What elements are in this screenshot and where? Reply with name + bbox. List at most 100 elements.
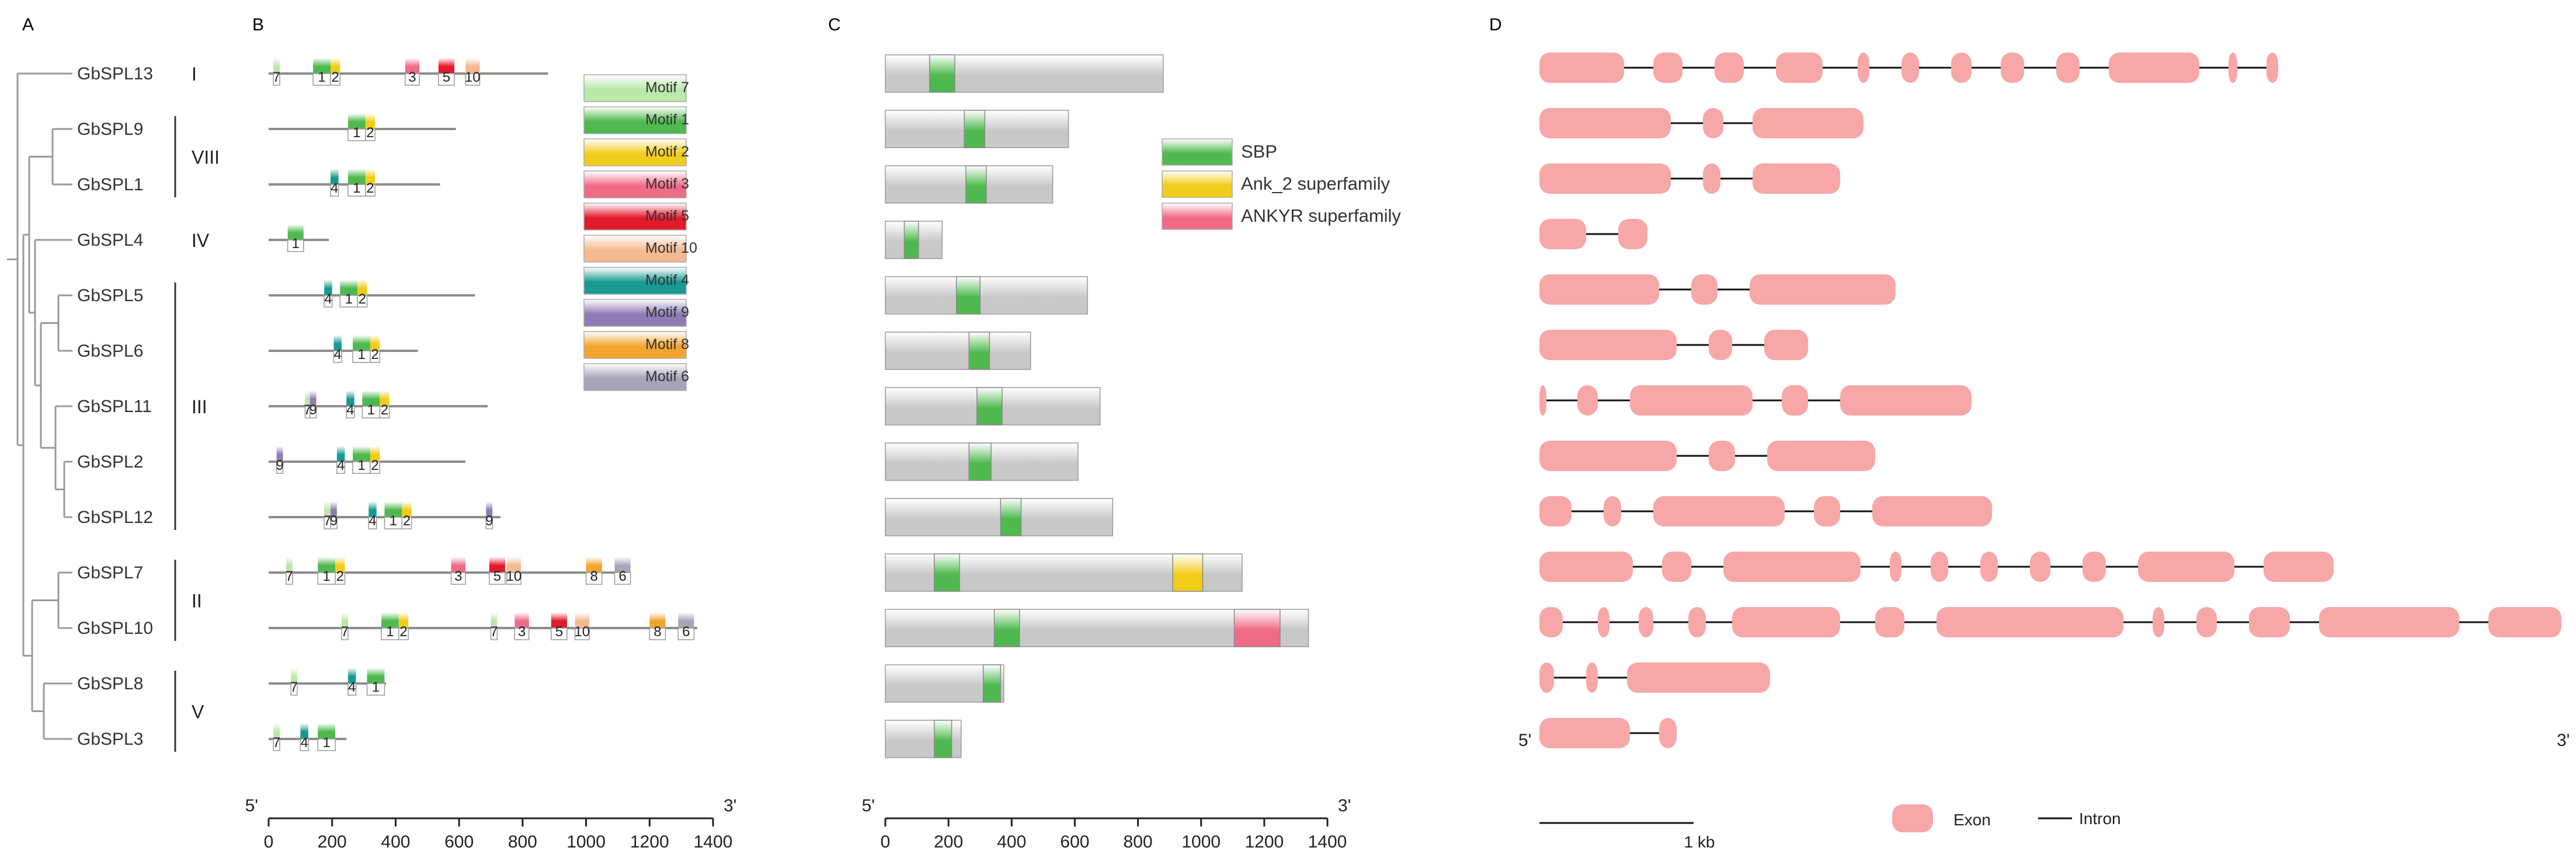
exon-box — [1840, 385, 1972, 416]
exon-box — [1691, 274, 1718, 305]
axis-b-tick-label: 1200 — [630, 832, 669, 852]
axis-c-tick-label: 0 — [881, 832, 891, 852]
gene-names: GbSPL13 GbSPL9 GbSPL1 GbSPL4 GbSPL5 GbSPL6 GbS… — [77, 64, 153, 749]
exon-box — [1539, 441, 1677, 471]
motif-box-base — [286, 572, 293, 585]
exon-box — [1577, 385, 1598, 416]
motif-box — [347, 169, 366, 184]
axis-domain: 0 200 400 600 800 1000 1200 1400 5' 3' — [862, 796, 1351, 852]
motif-box — [384, 501, 402, 517]
axis-c-tick-label: 600 — [1060, 832, 1089, 852]
motif-box-base — [450, 572, 466, 585]
motif-number: 1 — [357, 458, 365, 473]
exon-box — [1703, 108, 1723, 138]
motif-number: 5 — [493, 568, 501, 584]
protein-bar — [885, 54, 1164, 93]
exon-box — [2196, 607, 2217, 637]
motif-box — [273, 723, 280, 739]
axis-c-end-5: 5' — [862, 796, 875, 815]
motif-legend-label: Motif 9 — [645, 304, 689, 320]
axis-b-tick-label: 200 — [318, 832, 347, 852]
motif-box-base — [347, 683, 357, 696]
motif-box-base — [330, 517, 338, 529]
motif-legend-label: Motif 2 — [645, 144, 689, 160]
motif-box-base — [401, 517, 412, 529]
motif-box-base — [273, 738, 280, 751]
motif-number: 7 — [286, 568, 293, 584]
panel-label-c: C — [828, 15, 841, 34]
motif-box — [614, 557, 631, 573]
motif-number: 2 — [371, 458, 378, 473]
motif-number: 10 — [506, 568, 522, 584]
motif-box — [324, 280, 332, 295]
exon-box — [1767, 441, 1875, 471]
exon-box — [2138, 552, 2234, 582]
motif-number: 4 — [346, 402, 354, 418]
motif-box — [370, 446, 380, 462]
motif-box — [514, 612, 529, 628]
motif-number: 4 — [348, 679, 356, 695]
motif-box-base — [276, 461, 284, 474]
group-label: II — [192, 591, 202, 612]
exon-box — [2001, 53, 2024, 83]
axis-b-tick-label: 1000 — [566, 832, 606, 852]
motif-legend-swatch — [583, 138, 687, 166]
motif-box — [310, 390, 317, 406]
domain-box — [934, 720, 952, 758]
domain-box — [965, 165, 987, 204]
domain-box — [993, 609, 1020, 647]
exon-box — [1931, 552, 1948, 582]
motif-number: 2 — [336, 568, 344, 584]
axis-c-end-3: 3' — [1338, 796, 1351, 815]
exon-box — [1688, 607, 1706, 637]
motif-number: 6 — [682, 624, 690, 640]
exon-box — [1703, 163, 1720, 194]
axis-b-tick-label: 600 — [444, 832, 474, 852]
exon-box — [1890, 552, 1901, 582]
motif-box — [347, 668, 356, 683]
motif-legend-swatch — [583, 363, 687, 391]
motif-box — [340, 280, 358, 295]
motif-box — [362, 390, 380, 406]
protein-bar — [885, 276, 1088, 315]
domain-legend: SBP Ank_2 superfamily ANKYR superfamily — [1162, 138, 1401, 230]
group-label: VIII — [192, 147, 220, 168]
motif-box — [380, 390, 390, 406]
exon-box — [2266, 53, 2278, 83]
domain-legend-label: SBP — [1241, 141, 1277, 162]
motif-box-base — [490, 627, 498, 640]
axis-b-end-5: 5' — [245, 796, 258, 815]
motif-box — [276, 446, 283, 462]
exon-box — [1539, 163, 1671, 194]
motif-number: 1 — [386, 624, 394, 640]
motif-box — [286, 557, 293, 573]
motif-box — [365, 169, 376, 184]
motif-box-base — [330, 73, 341, 86]
motif-box — [402, 501, 412, 517]
domain-box — [955, 276, 981, 315]
motif-box-base — [365, 128, 376, 141]
axis-c-tick-label: 1000 — [1181, 832, 1221, 852]
motif-box — [678, 612, 694, 628]
motif-box-base — [365, 184, 376, 197]
motif-legend-swatch — [583, 235, 687, 263]
motif-box — [330, 169, 339, 184]
motif-box-base — [398, 627, 409, 640]
motif-legend: Motif 7 Motif 1 Motif 2 Motif 3 Motif 5 Motif… — [583, 74, 697, 391]
exon-box — [2488, 607, 2561, 637]
motif-number: 3 — [408, 69, 416, 85]
motif-number: 9 — [330, 513, 338, 529]
exon-box — [2319, 607, 2459, 637]
exon-box — [1937, 607, 2123, 637]
exon-box — [1586, 662, 1598, 693]
domain-legend-swatch — [1162, 203, 1233, 230]
motif-legend-swatch — [583, 74, 687, 102]
motif-structures: 7 1 2 3 5 101 24 1 214 1 24 1 279 4 1 29 4 1 279 4 1 2 97 1 2 3 5 1… — [269, 58, 697, 751]
motif-box-base — [614, 572, 631, 585]
motif-box-base — [366, 683, 385, 696]
exon-box — [1539, 53, 1624, 83]
motif-number: 2 — [366, 180, 374, 196]
group-label: V — [192, 702, 204, 723]
motif-number: 10 — [465, 69, 481, 85]
